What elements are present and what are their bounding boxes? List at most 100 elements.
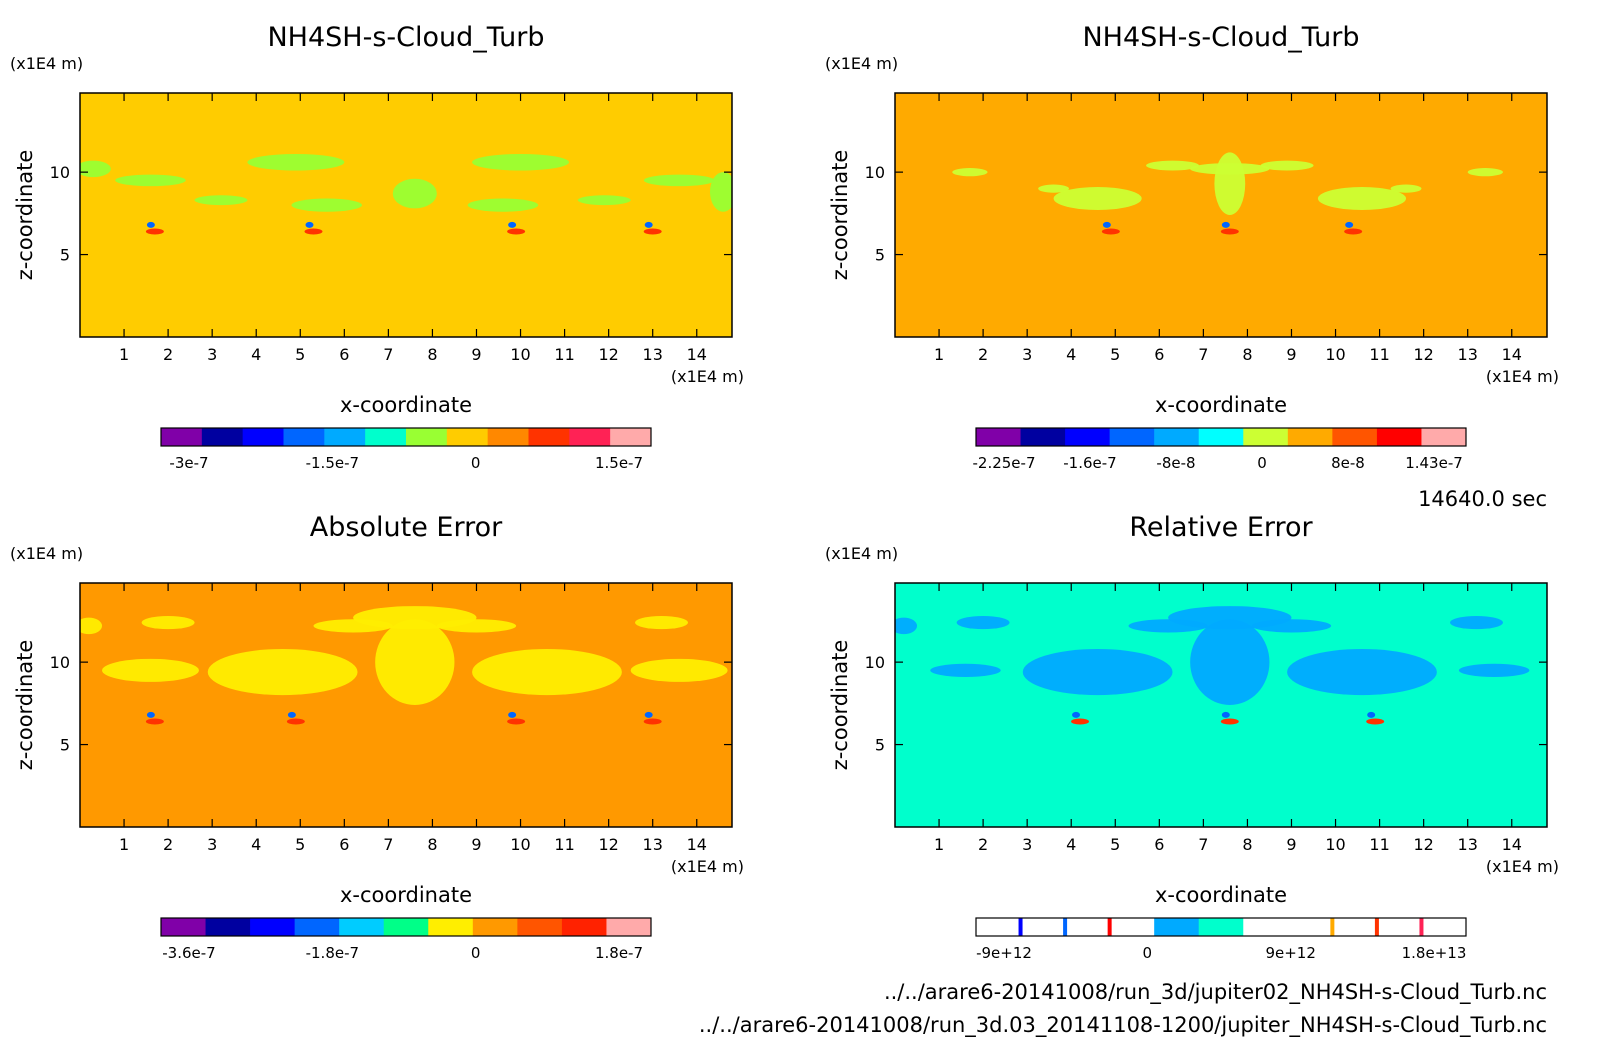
contour-region <box>630 658 728 682</box>
x-tick-label: 4 <box>1066 835 1076 854</box>
contour-region <box>467 198 539 212</box>
chart-title: Relative Error <box>1129 512 1313 543</box>
contour-region <box>1458 663 1530 677</box>
colorbar-label: 9e+12 <box>1265 944 1315 962</box>
colorbar-label: 0 <box>471 454 481 472</box>
hotspot-positive <box>507 718 526 725</box>
x-tick-label: 2 <box>978 345 988 364</box>
x-tick-label: 9 <box>1286 835 1296 854</box>
x-tick-label: 4 <box>251 345 261 364</box>
contour-features <box>952 152 1503 235</box>
contour-region <box>1251 619 1332 633</box>
colorbar-frame <box>975 917 1467 937</box>
colorbar-swatch <box>161 918 207 936</box>
y-axis-label: z-coordinate <box>13 640 37 771</box>
hotspot-negative <box>644 711 653 718</box>
hotspot-positive <box>304 228 323 235</box>
x-tick-label: 5 <box>1110 835 1120 854</box>
contour-region <box>1467 168 1503 177</box>
contour-region <box>392 178 437 209</box>
x-tick-label: 4 <box>1066 345 1076 364</box>
x-tick-label: 2 <box>978 835 988 854</box>
x-tick-label: 9 <box>1286 345 1296 364</box>
colorbar-swatch <box>1421 918 1467 936</box>
x-tick-label: 12 <box>598 345 618 364</box>
colorbar-swatch <box>569 428 611 446</box>
colorbar-swatch <box>1332 918 1378 936</box>
colorbar-swatch <box>1154 428 1200 446</box>
y-tick-label: 5 <box>60 246 70 265</box>
colorbar-swatch <box>1020 428 1066 446</box>
y-tick-label: 10 <box>865 653 885 672</box>
hotspot-negative <box>146 221 155 228</box>
x-tick-label: 6 <box>1154 835 1164 854</box>
colorbar-swatch <box>1376 428 1422 446</box>
contour-region <box>472 154 569 171</box>
file-path-2: ../../arare6-20141008/run_3d.03_20141108… <box>699 1013 1547 1038</box>
colorbar-swatch <box>161 428 203 446</box>
x-tick-label: 3 <box>207 835 217 854</box>
chart-panel-4: Relative Error(x1E4 m)1 2 3 4 5 6 7 8 9 10 11 12 13 1… <box>825 512 1559 962</box>
contour-region <box>709 172 732 212</box>
x-tick-label: 13 <box>643 835 663 854</box>
colorbar-swatch <box>528 428 570 446</box>
x-tick-label: 9 <box>471 345 481 364</box>
colorbar-label: -8e-8 <box>1156 454 1195 472</box>
contour-region <box>80 160 111 178</box>
y-unit-label: (x1E4 m) <box>10 544 83 563</box>
x-tick-label: 9 <box>471 835 481 854</box>
x-axis-label: x-coordinate <box>1155 883 1287 907</box>
x-tick-label: 7 <box>383 835 393 854</box>
x-tick-label: 11 <box>554 345 574 364</box>
colorbar: -3e-7 -1.5e-7 0 1.5e-7 <box>160 427 652 472</box>
y-tick-label: 10 <box>865 163 885 182</box>
colorbar-swatch <box>1198 428 1244 446</box>
colorbar-swatch <box>365 428 407 446</box>
x-tick-label: 10 <box>510 835 530 854</box>
chart-panel-2: NH4SH-s-Cloud_Turb(x1E4 m)1 2 3 4 5 6 7 8 9 10 11 1… <box>825 22 1559 472</box>
colorbar-line <box>1063 918 1068 936</box>
x-tick-label: 13 <box>1458 345 1478 364</box>
hotspot-negative <box>1345 221 1354 228</box>
contour-region <box>1260 160 1314 171</box>
colorbar-label: -3.6e-7 <box>162 944 215 962</box>
y-axis-label: z-coordinate <box>13 150 37 281</box>
x-tick-label: 14 <box>1502 345 1522 364</box>
y-tick-label: 5 <box>875 736 885 755</box>
colorbar-line <box>1330 918 1335 936</box>
colorbar-swatch <box>201 428 244 446</box>
hotspot-positive <box>643 228 662 235</box>
x-tick-label: 11 <box>554 835 574 854</box>
x-tick-label: 2 <box>163 345 173 364</box>
contour-region <box>1287 648 1437 696</box>
hotspot-negative <box>1102 221 1111 228</box>
x-tick-label: 11 <box>1369 345 1389 364</box>
x-tick-label: 10 <box>510 345 530 364</box>
x-tick-label: 8 <box>427 835 437 854</box>
time-label: 14640.0 sec <box>1418 487 1547 511</box>
colorbar-swatch <box>1287 918 1333 936</box>
x-axis-label: x-coordinate <box>340 393 472 417</box>
contour-region <box>247 154 345 171</box>
colorbar-swatch <box>1109 918 1155 936</box>
hotspot-negative <box>1072 711 1081 718</box>
contour-region <box>291 198 362 212</box>
colorbar-frame <box>160 427 652 447</box>
x-tick-label: 12 <box>1413 345 1433 364</box>
contour-region <box>952 168 988 177</box>
hotspot-positive <box>145 228 164 235</box>
contour-region <box>115 174 186 187</box>
colorbar: -3.6e-7 -1.8e-7 0 1.8e-7 <box>160 917 652 962</box>
hotspot-positive <box>145 718 164 725</box>
colorbar-label: -1.6e-7 <box>1063 454 1116 472</box>
colorbar-swatch <box>1198 918 1244 936</box>
x-tick-label: 13 <box>1458 835 1478 854</box>
colorbar-swatch <box>283 428 325 446</box>
x-tick-label: 8 <box>1242 835 1252 854</box>
colorbar-swatch <box>517 918 563 936</box>
hotspot-positive <box>643 718 662 725</box>
colorbar-frame <box>975 427 1467 447</box>
contour-region <box>1450 615 1503 630</box>
colorbar-label: 1.5e-7 <box>595 454 643 472</box>
